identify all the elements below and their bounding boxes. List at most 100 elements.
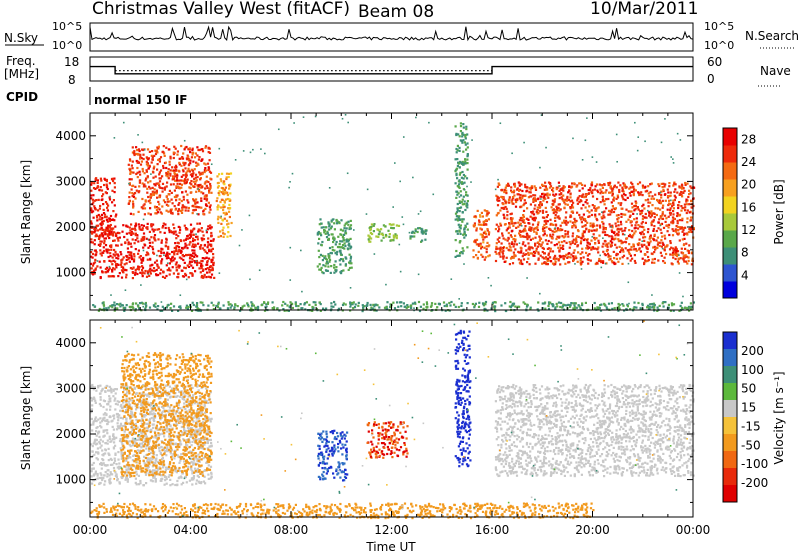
heatmap-cell — [607, 197, 610, 201]
heatmap-cell — [547, 239, 550, 243]
heatmap-cell — [628, 215, 631, 218]
heatmap-cell — [149, 402, 152, 405]
heatmap-cell — [332, 240, 335, 244]
heatmap-cell — [602, 222, 605, 225]
heatmap-cell — [546, 257, 550, 260]
heatmap-cell — [348, 253, 351, 256]
heatmap-cell — [574, 224, 577, 227]
heatmap-cell — [448, 309, 451, 312]
heatmap-cell — [650, 303, 653, 306]
heatmap-cell — [165, 477, 168, 480]
heatmap-cell — [687, 195, 690, 199]
heatmap-cell — [352, 301, 355, 304]
heatmap-scatter-cell — [344, 113, 347, 116]
heatmap-cell — [154, 261, 157, 264]
heatmap-cell — [656, 309, 659, 312]
heatmap-cell — [102, 249, 106, 253]
heatmap-cell — [602, 260, 605, 263]
heatmap-cell — [185, 306, 188, 309]
heatmap-cell — [153, 236, 156, 239]
heatmap-cell — [194, 173, 198, 176]
heatmap-cell — [321, 259, 324, 262]
heatmap-cell — [146, 222, 149, 225]
heatmap-scatter-cell — [347, 121, 349, 124]
heatmap-cell — [122, 256, 125, 259]
heatmap-cell — [183, 246, 186, 249]
heatmap-scatter-cell — [682, 295, 684, 298]
heatmap-scatter-cell — [195, 233, 197, 235]
y-tick-label: 4000 — [55, 129, 86, 143]
heatmap-cell — [519, 216, 522, 220]
heatmap-cell — [605, 306, 608, 309]
heatmap-cell — [648, 306, 651, 309]
heatmap-cell — [611, 224, 614, 227]
heatmap-cell — [543, 216, 546, 219]
heatmap-scatter-cell — [417, 273, 420, 276]
heatmap-cell — [630, 181, 633, 184]
heatmap-cell — [619, 250, 622, 254]
heatmap-cell — [631, 229, 634, 233]
heatmap-cell — [178, 161, 181, 164]
heatmap-cell — [538, 239, 541, 242]
heatmap-cell — [156, 469, 159, 472]
heatmap-cell — [498, 253, 501, 256]
heatmap-cell — [529, 191, 532, 194]
heatmap-cell — [223, 217, 226, 220]
heatmap-cell — [193, 239, 196, 242]
heatmap-cell — [200, 276, 203, 279]
heatmap-cell — [545, 188, 548, 191]
heatmap-cell — [663, 234, 666, 237]
heatmap-cell — [98, 218, 101, 221]
heatmap-cell — [554, 261, 557, 264]
heatmap-cell — [593, 188, 596, 191]
heatmap-cell — [651, 258, 654, 261]
heatmap-cell — [138, 181, 141, 184]
heatmap-cell — [192, 160, 195, 163]
heatmap-cell — [159, 309, 162, 312]
power-colorbar-frame — [722, 127, 738, 299]
heatmap-cell — [207, 147, 210, 150]
heatmap-cell — [187, 465, 190, 468]
heatmap-scatter-cell — [661, 247, 664, 250]
heatmap-cell — [519, 259, 523, 262]
heatmap-cell — [190, 168, 193, 171]
heatmap-cell — [215, 199, 218, 203]
heatmap-cell — [510, 304, 514, 307]
power-colorbar-tick: 16 — [741, 200, 756, 214]
heatmap-cell — [104, 452, 107, 455]
heatmap-cell — [197, 185, 200, 188]
heatmap-cell — [537, 301, 540, 304]
heatmap-cell — [392, 234, 395, 237]
heatmap-cell — [448, 301, 451, 305]
heatmap-cell — [99, 276, 102, 280]
heatmap-cell — [474, 241, 477, 244]
heatmap-cell — [635, 201, 638, 204]
heatmap-cell — [311, 305, 314, 309]
heatmap-cell — [648, 237, 651, 240]
heatmap-cell — [140, 239, 143, 242]
heatmap-cell — [573, 224, 576, 227]
heatmap-cell — [174, 164, 178, 167]
heatmap-cell — [349, 245, 352, 248]
heatmap-cell — [263, 301, 266, 304]
heatmap-scatter-cell — [264, 152, 266, 155]
heatmap-cell — [541, 216, 545, 219]
heatmap-cell — [195, 179, 198, 182]
heatmap-cell — [132, 260, 136, 263]
heatmap-cell — [95, 233, 98, 236]
heatmap-cell — [151, 458, 154, 461]
heatmap-cell — [191, 148, 194, 152]
y-tick-label: 3000 — [55, 174, 86, 188]
heatmap-cell — [450, 300, 453, 304]
heatmap-cell — [458, 241, 461, 244]
heatmap-cell — [558, 228, 561, 232]
heatmap-cell — [128, 251, 132, 254]
heatmap-cell — [598, 307, 601, 310]
heatmap-cell — [104, 429, 107, 432]
heatmap-cell — [198, 173, 202, 176]
heatmap-cell — [118, 303, 121, 306]
heatmap-cell — [193, 185, 196, 188]
heatmap-cell — [108, 196, 111, 199]
heatmap-cell — [108, 474, 111, 477]
heatmap-cell — [95, 253, 98, 256]
